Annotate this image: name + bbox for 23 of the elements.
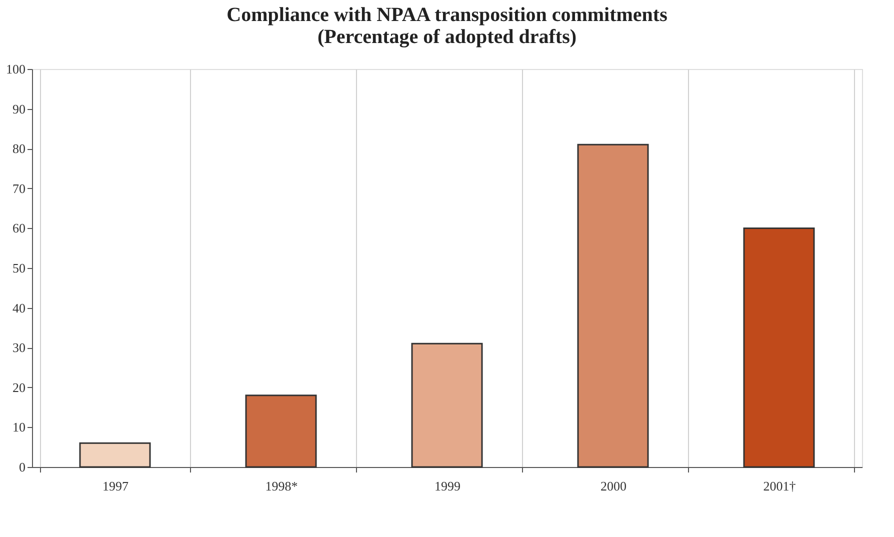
bar (79, 442, 151, 468)
y-tick-label: 0 (19, 460, 26, 474)
y-tick-label: 40 (12, 300, 26, 316)
bar (743, 227, 815, 468)
x-tick-label: 1997 (102, 478, 129, 494)
y-tick-label: 50 (12, 260, 26, 276)
x-tick-label: 1998* (265, 478, 298, 494)
y-tick-label: 100 (6, 62, 26, 76)
x-tick-label: 2000 (600, 478, 626, 494)
y-tick-label: 80 (12, 141, 26, 156)
y-tick-label: 10 (12, 420, 26, 435)
y-tick-label: 30 (12, 340, 26, 356)
text: (Percentage of adopted drafts) (317, 26, 577, 48)
y-tick-label: 60 (12, 220, 26, 236)
y-tick-label: 90 (12, 101, 26, 116)
bar (245, 394, 317, 468)
y-tick-label: 20 (12, 380, 26, 395)
bar (411, 342, 483, 468)
y-tick-label: 70 (12, 180, 26, 196)
x-tick-label: 1999 (434, 478, 460, 494)
x-tick-label: 2001† (763, 478, 796, 494)
text: Compliance with NPAA transposition commitments (226, 4, 668, 26)
bar (577, 144, 649, 468)
